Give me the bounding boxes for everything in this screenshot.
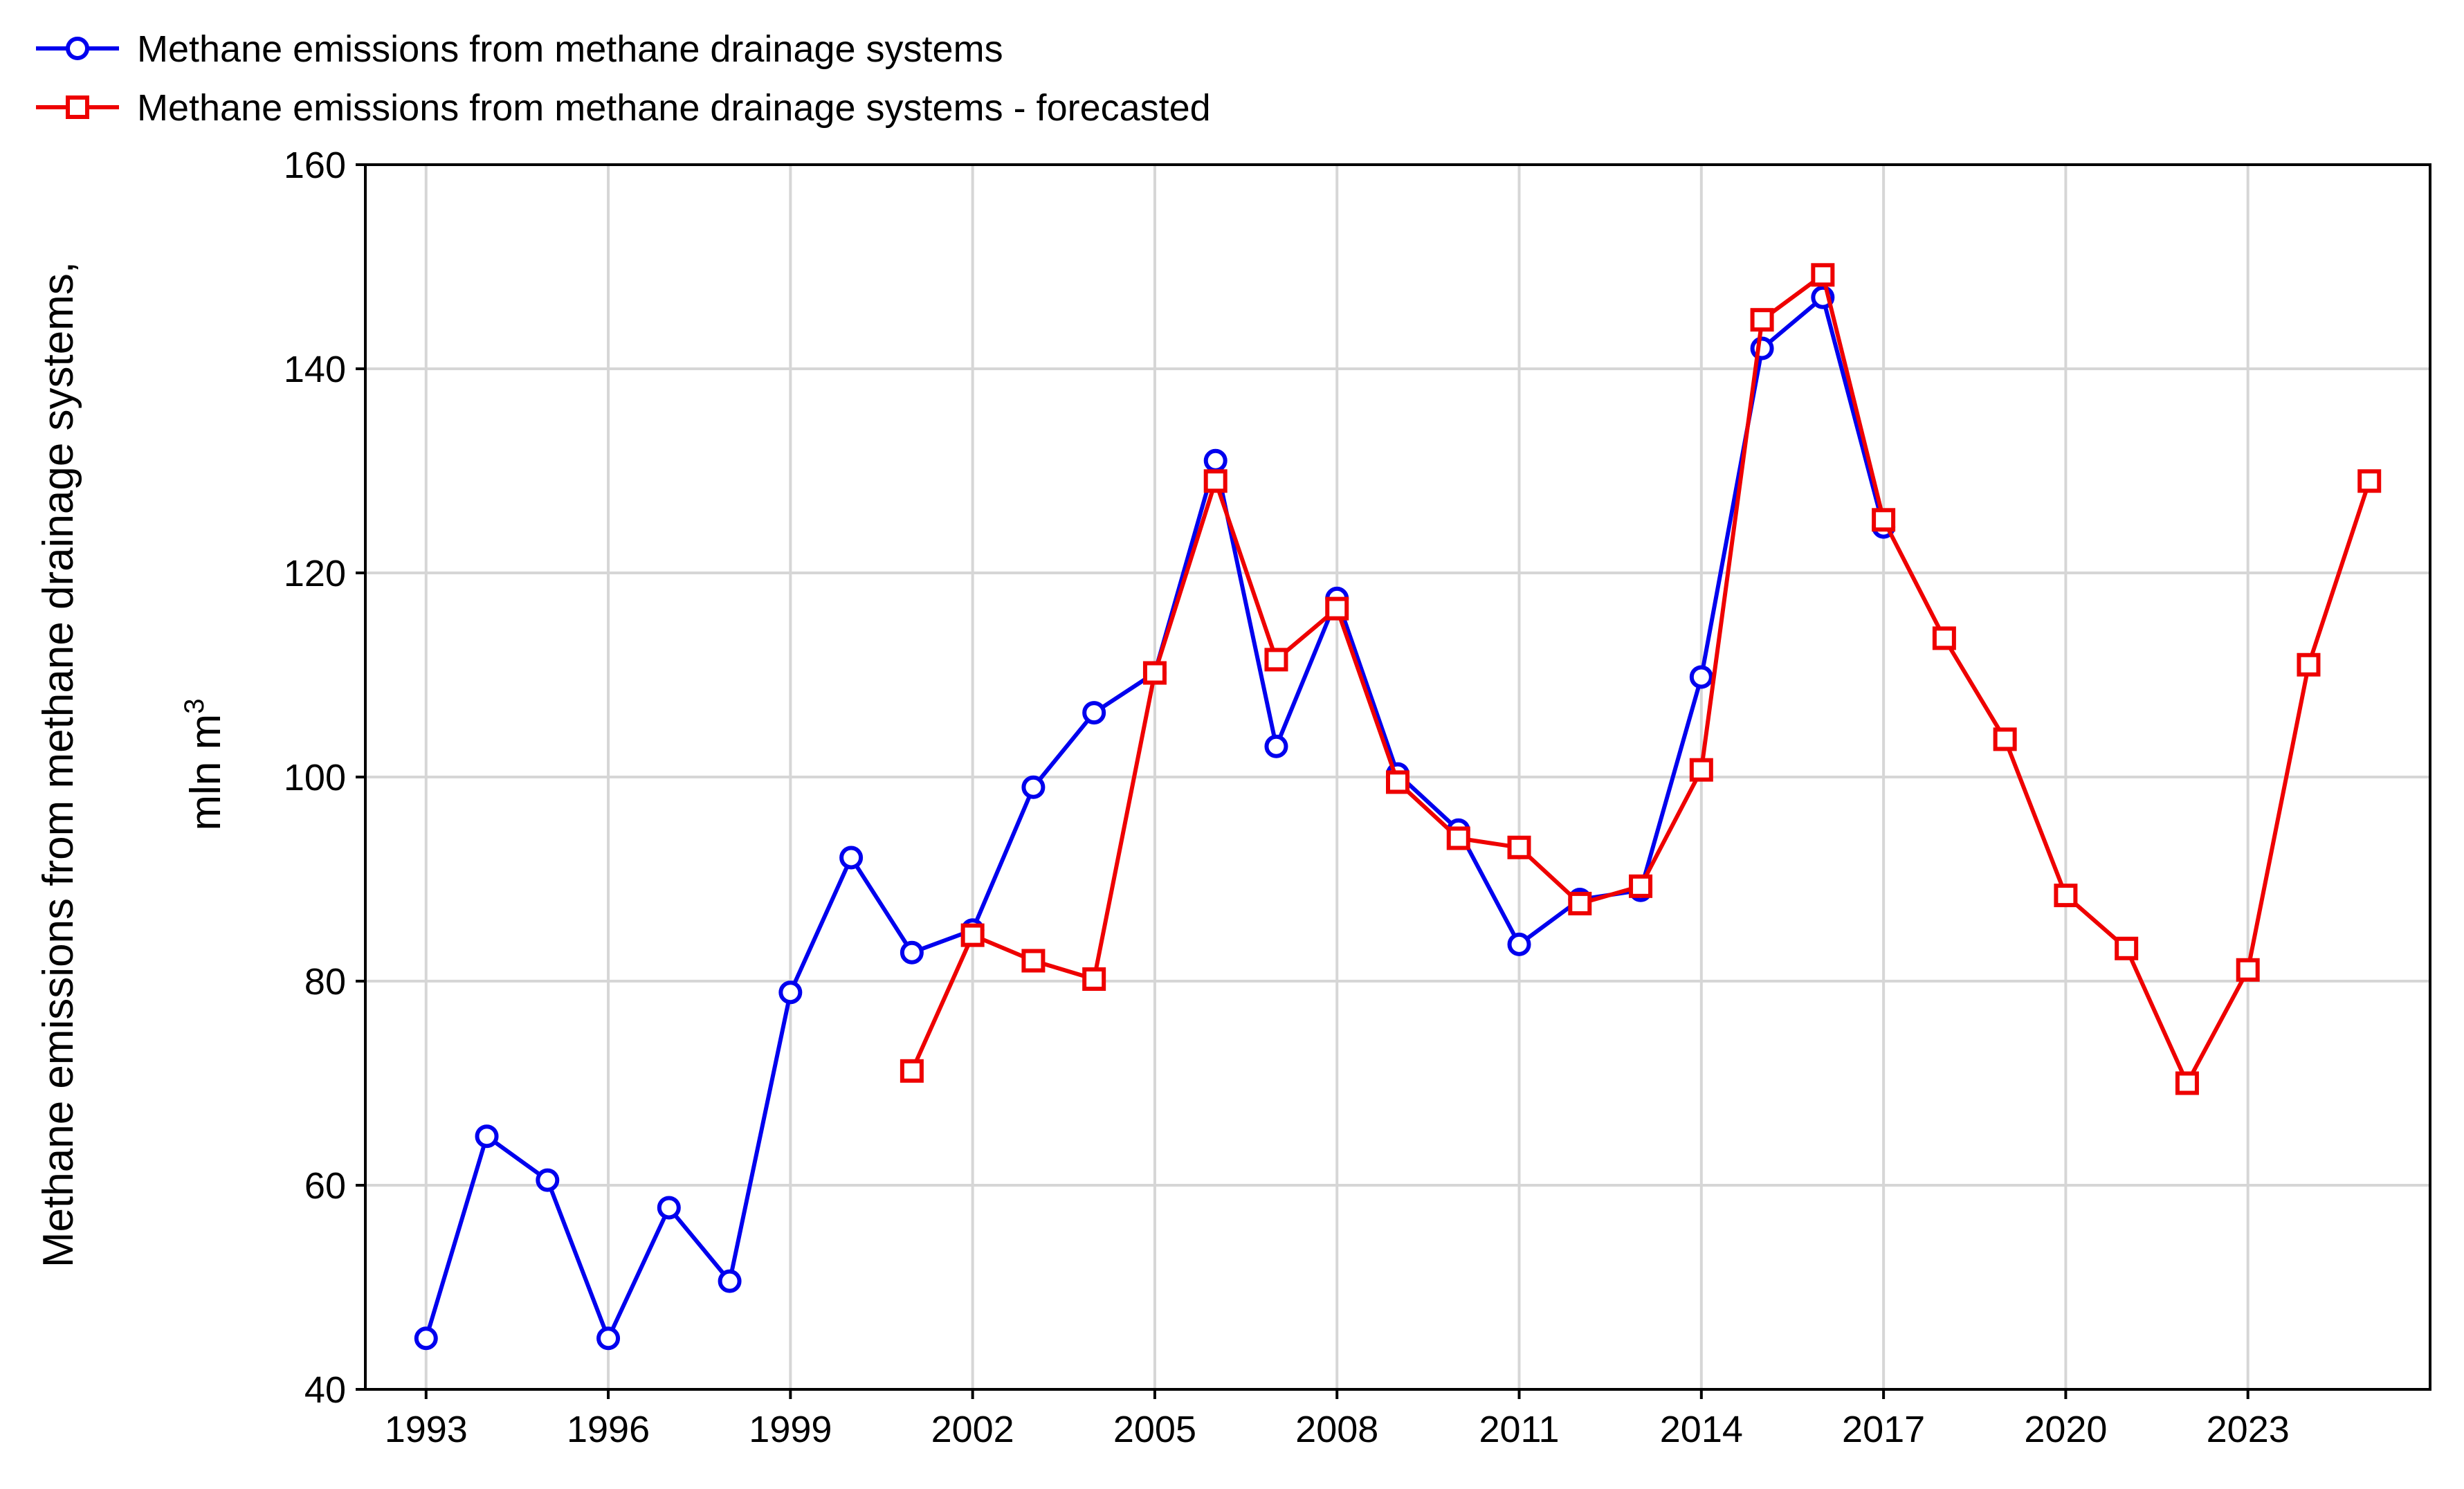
data-point-observed-2006: [1203, 448, 1228, 473]
data-point-forecasted-2008: [1325, 596, 1349, 621]
data-point-forecasted-2005: [1142, 661, 1167, 685]
x-tick-label: 2014: [1660, 1409, 1743, 1450]
data-point-forecasted-2024: [2297, 652, 2321, 677]
data-point-observed-1997: [657, 1196, 681, 1220]
data-point-observed-2001: [900, 940, 924, 965]
x-tick-label: 1993: [385, 1409, 468, 1450]
y-tick-label: 120: [284, 553, 346, 594]
x-tick-label: 2008: [1295, 1409, 1378, 1450]
x-tick-label: 2011: [1479, 1409, 1559, 1450]
data-point-forecasted-2004: [1082, 967, 1106, 992]
data-point-forecasted-2011: [1507, 835, 1531, 859]
data-point-forecasted-2015: [1750, 308, 1774, 332]
data-point-observed-1998: [718, 1269, 742, 1293]
series-group: [414, 263, 2382, 1351]
data-point-forecasted-2007: [1264, 648, 1288, 672]
data-point-forecasted-2023: [2236, 958, 2260, 982]
x-tick-label: 2005: [1113, 1409, 1196, 1450]
data-point-observed-1993: [414, 1326, 438, 1351]
data-point-forecasted-2017: [1872, 508, 1896, 532]
data-point-forecasted-2019: [1993, 727, 2017, 751]
legend-label-observed: Methane emissions from methane drainage …: [137, 28, 1003, 70]
data-point-observed-2014: [1689, 665, 1713, 689]
y-tick-label: 140: [284, 349, 346, 390]
x-tick-label: 1999: [749, 1409, 832, 1450]
data-point-forecasted-2006: [1203, 469, 1228, 493]
y-axis-title: Methane emissions from methane drainage …: [35, 262, 82, 1268]
data-point-forecasted-2018: [1932, 626, 1956, 650]
data-point-observed-2000: [839, 846, 864, 870]
data-point-forecasted-2002: [960, 923, 985, 947]
data-point-forecasted-2021: [2115, 936, 2139, 960]
x-tick-label: 2020: [2024, 1409, 2107, 1450]
data-point-forecasted-2003: [1021, 949, 1046, 973]
x-axis: 1993 1996 1999 2002 2005 2008 2011 2014 2017 2020…: [385, 1389, 2290, 1450]
legend-label-forecasted: Methane emissions from methane drainage …: [137, 87, 1211, 129]
data-point-forecasted-2014: [1689, 758, 1713, 782]
legend-item-forecasted: Methane emissions from methane drainage …: [36, 87, 1211, 129]
legend: Methane emissions from methane drainage …: [36, 28, 1211, 129]
data-point-observed-2003: [1021, 775, 1046, 799]
x-tick-label: 2017: [1842, 1409, 1925, 1450]
y-axis: 40 60 80 100 120 140 160: [284, 145, 365, 1411]
data-point-observed-2004: [1082, 701, 1106, 725]
y-axis-unit-superscript: 3: [179, 698, 210, 713]
data-point-forecasted-2012: [1568, 891, 1592, 915]
data-point-forecasted-2001: [900, 1059, 924, 1083]
y-tick-label: 60: [304, 1165, 346, 1207]
data-point-forecasted-2013: [1629, 874, 1653, 898]
y-axis-unit-text: mln m: [182, 714, 230, 831]
data-point-forecasted-2016: [1811, 263, 1835, 287]
data-point-forecasted-2025: [2357, 469, 2382, 493]
data-point-forecasted-2020: [2054, 884, 2078, 908]
x-tick-label: 2023: [2207, 1409, 2290, 1450]
series-forecasted: [900, 263, 2382, 1095]
y-tick-label: 100: [284, 757, 346, 798]
data-point-forecasted-2009: [1386, 770, 1409, 794]
data-point-forecasted-2022: [2175, 1071, 2199, 1095]
legend-marker-square: [66, 95, 89, 119]
data-point-observed-1995: [536, 1168, 560, 1192]
x-tick-label: 1996: [567, 1409, 650, 1450]
y-axis-title-line2: mln m3: [179, 698, 230, 830]
y-tick-label: 80: [304, 961, 346, 1003]
x-tick-label: 2002: [931, 1409, 1014, 1450]
y-tick-label: 160: [284, 145, 346, 186]
data-point-forecasted-2010: [1446, 826, 1470, 850]
y-axis-title-unit: mln m3: [179, 698, 230, 830]
data-point-observed-2011: [1507, 932, 1531, 956]
data-point-observed-2007: [1264, 734, 1288, 758]
y-tick-label: 40: [304, 1369, 346, 1411]
data-point-observed-1996: [596, 1326, 621, 1351]
legend-marker-circle: [66, 37, 89, 60]
y-axis-title-line1: Methane emissions from methane drainage …: [35, 262, 82, 1268]
data-point-observed-1999: [778, 980, 803, 1005]
legend-item-observed: Methane emissions from methane drainage …: [36, 28, 1003, 70]
data-point-observed-1994: [475, 1124, 499, 1149]
